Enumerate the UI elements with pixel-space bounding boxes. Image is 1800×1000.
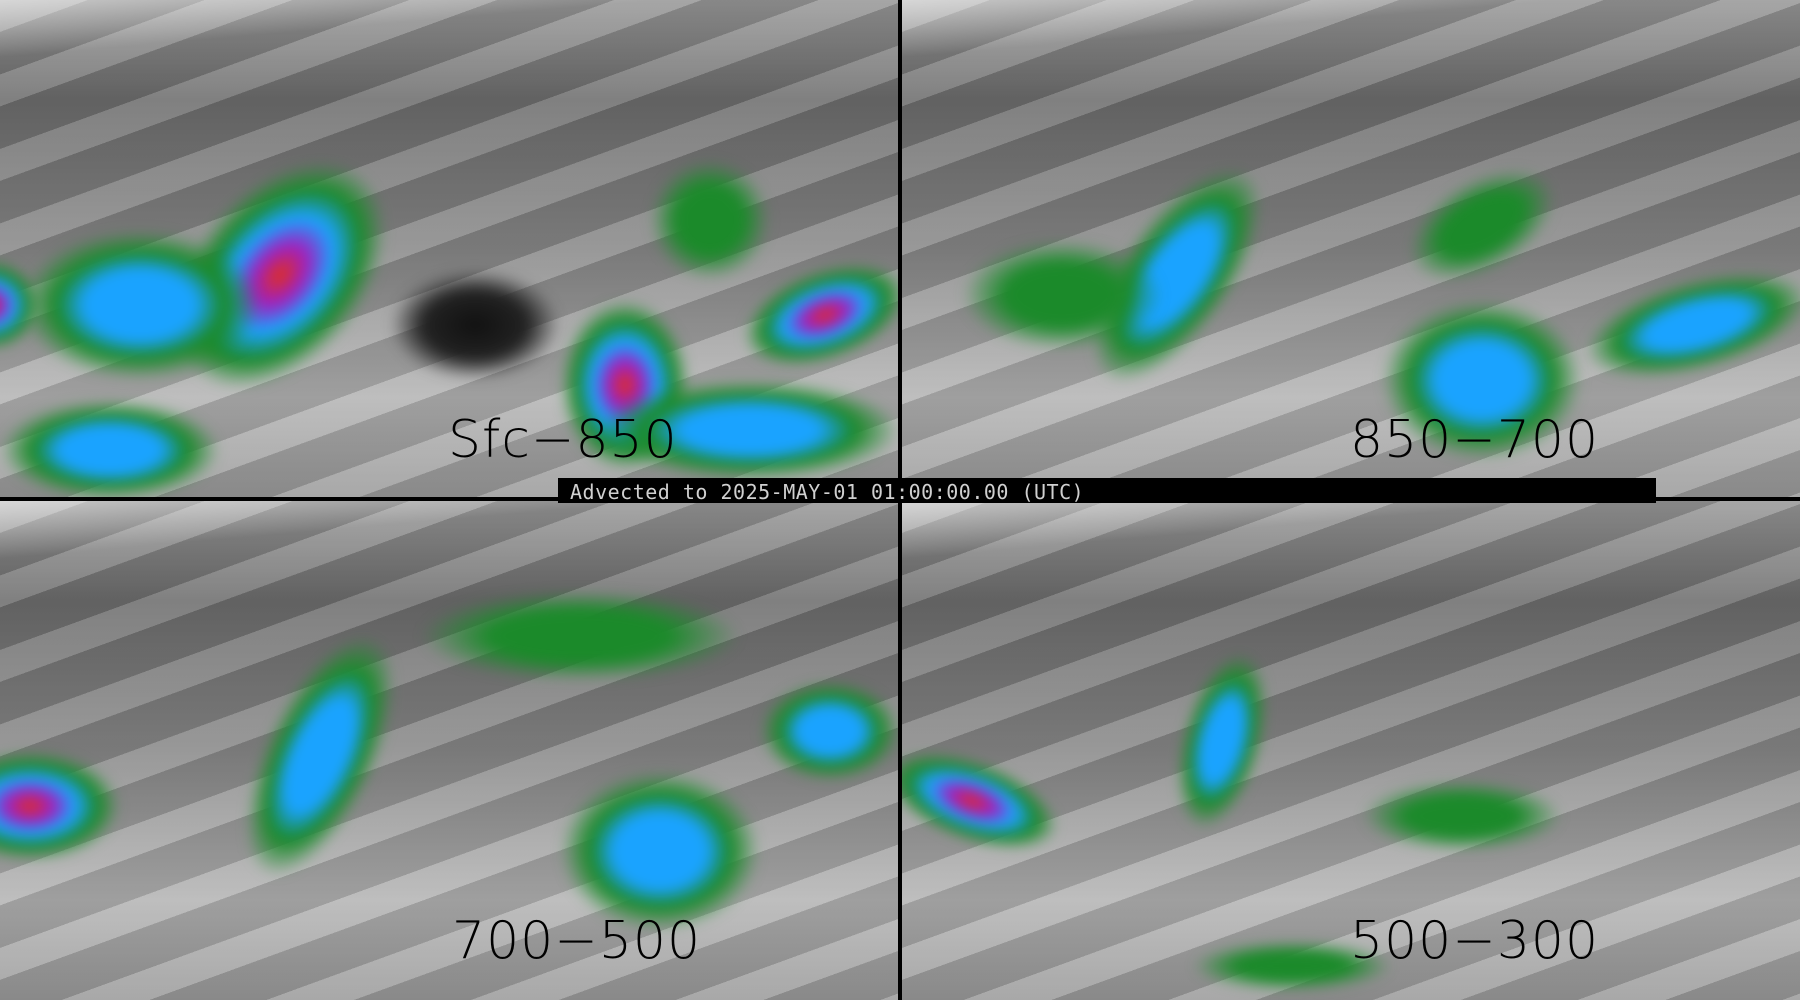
- moisture-plume: [20, 230, 260, 380]
- layer-label: 850−700: [1350, 410, 1600, 470]
- moisture-plume: [650, 160, 770, 280]
- moisture-plume: [760, 681, 898, 781]
- moisture-plume: [0, 400, 220, 497]
- map-panel-500-300: 500−300: [902, 501, 1800, 1000]
- timestamp-bar: Advected to 2025-MAY-01 01:00:00.00 (UTC…: [558, 478, 1656, 504]
- moisture-plume: [600, 380, 898, 480]
- map-panel-700-500: 700−500: [0, 501, 898, 1000]
- map-panel-sfc-850: Sfc−850: [0, 0, 898, 497]
- timestamp-text: Advected to 2025-MAY-01 01:00:00.00 (UTC…: [570, 480, 1085, 504]
- layer-label: 700−500: [452, 911, 702, 971]
- moisture-plume: [1382, 300, 1582, 460]
- map-field: [0, 501, 898, 1000]
- moisture-plume: [420, 591, 740, 681]
- map-panel-850-700: 850−700: [902, 0, 1800, 497]
- layer-label: 500−300: [1350, 911, 1600, 971]
- moisture-plume: [962, 240, 1162, 350]
- moisture-plume: [560, 771, 760, 931]
- layer-label: Sfc−850: [448, 410, 678, 470]
- moisture-plume: [1192, 941, 1392, 991]
- map-field: [902, 501, 1800, 1000]
- moisture-plume: [1362, 781, 1562, 851]
- dark-region: [390, 270, 560, 380]
